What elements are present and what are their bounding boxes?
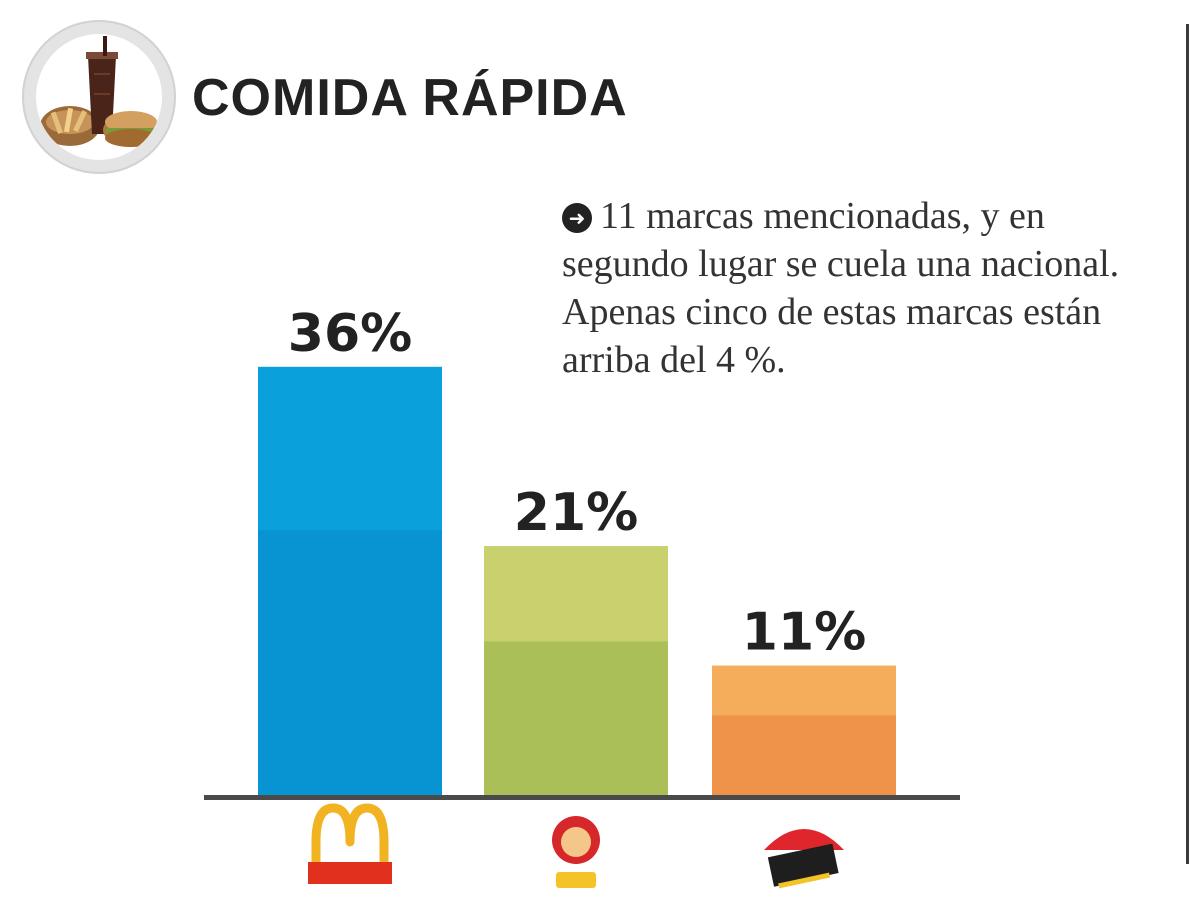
pizzahut-logo-underline [778, 872, 831, 889]
bar-2-lower [484, 641, 668, 797]
page-title: COMIDA RÁPIDA [192, 69, 628, 127]
note-text: 11 marcas mencionadas, y en segundo luga… [562, 195, 1120, 381]
data-label-2: 21% [514, 483, 638, 543]
fast-food-icon [36, 34, 162, 160]
bar-3-lower [712, 715, 896, 797]
data-label-1: 36% [288, 304, 412, 364]
mcdonalds-logo [311, 803, 389, 862]
arrow-circle-icon: ➜ [562, 203, 592, 233]
tiptop-logo-text [556, 872, 596, 888]
x-axis-baseline [204, 795, 960, 800]
pizzahut-logo [764, 829, 844, 850]
bar-1-upper [258, 366, 442, 532]
bar-3-upper [712, 665, 896, 717]
category-badge [22, 20, 176, 174]
data-label-3: 11% [742, 603, 866, 663]
mcdonalds-logo-banner [308, 862, 392, 884]
bar-1-lower [258, 530, 442, 797]
vertical-divider [1186, 24, 1189, 864]
note-text-block: ➜ 11 marcas mencionadas, y en segundo lug… [562, 192, 1122, 384]
tiptop-logo-face [561, 827, 591, 857]
bar-2-upper [484, 546, 668, 643]
